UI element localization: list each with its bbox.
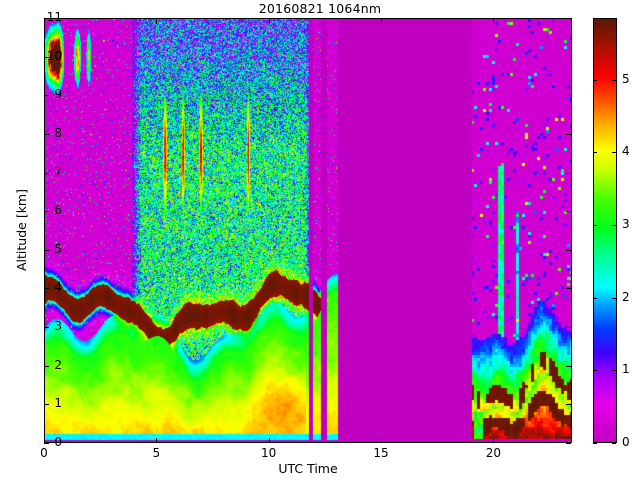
- x-tick-mark: [493, 438, 495, 443]
- y-tick-mark: [44, 249, 49, 251]
- colorbar-tick-label: 1: [622, 362, 630, 377]
- y-tick-mark: [44, 18, 49, 19]
- colorbar-tick-mark-right: [612, 370, 616, 372]
- colorbar-gradient: [594, 19, 616, 442]
- heatmap-plot-area: [44, 18, 572, 443]
- y-tick-mark-right: [566, 18, 571, 19]
- y-tick-mark: [44, 133, 49, 135]
- y-tick-mark: [44, 288, 49, 290]
- y-tick-mark: [44, 95, 49, 97]
- colorbar-tick-mark: [593, 152, 597, 154]
- y-tick-mark-right: [566, 56, 571, 58]
- colorbar-tick-mark: [593, 443, 597, 444]
- y-tick-mark-right: [566, 365, 571, 367]
- x-tick-mark: [156, 438, 158, 443]
- y-tick-label: 6: [54, 203, 62, 218]
- colorbar-tick-mark: [593, 370, 597, 372]
- y-tick-mark: [44, 172, 49, 174]
- y-tick-mark-right: [566, 172, 571, 174]
- x-tick-mark-top: [381, 19, 383, 24]
- x-axis-label: UTC Time: [278, 461, 338, 476]
- colorbar-tick-mark-right: [612, 225, 616, 227]
- y-axis-label: Altitude [km]: [14, 188, 29, 271]
- colorbar-tick-label: 4: [622, 144, 630, 159]
- colorbar-tick-mark: [593, 225, 597, 227]
- x-tick-mark: [381, 438, 383, 443]
- y-tick-label: 9: [54, 87, 62, 102]
- lidar-backscatter-heatmap: [45, 19, 571, 442]
- y-tick-mark-right: [566, 404, 571, 406]
- colorbar-tick-label: 3: [622, 217, 630, 232]
- colorbar-tick-label: 0: [622, 435, 630, 449]
- colorbar-tick-mark-right: [612, 297, 616, 299]
- x-tick-mark-top: [268, 19, 270, 24]
- y-tick-mark: [44, 211, 49, 213]
- colorbar-tick-label: 5: [622, 71, 630, 86]
- colorbar-tick-label: 2: [622, 289, 630, 304]
- x-tick-label: 15: [373, 446, 389, 460]
- x-tick-mark-top: [156, 19, 158, 24]
- x-tick-label: 10: [261, 446, 277, 460]
- y-tick-mark-right: [566, 249, 571, 251]
- y-tick-label: 7: [54, 164, 62, 179]
- x-tick-mark: [44, 438, 45, 443]
- colorbar-tick-mark-right: [612, 79, 616, 81]
- y-tick-mark-right: [566, 327, 571, 329]
- x-tick-label: 20: [485, 446, 501, 460]
- y-tick-label: 10: [46, 48, 62, 63]
- y-tick-label: 4: [54, 280, 62, 295]
- colorbar-tick-mark-right: [612, 152, 616, 154]
- x-tick-label: 0: [40, 446, 48, 460]
- y-tick-label: 2: [54, 357, 62, 372]
- y-tick-mark: [44, 404, 49, 406]
- chart-title: 20160821 1064nm: [258, 1, 382, 16]
- x-tick-mark-top: [493, 19, 495, 24]
- y-tick-mark-right: [566, 95, 571, 97]
- y-tick-label: 11: [46, 10, 62, 24]
- colorbar-tick-mark: [593, 297, 597, 299]
- y-tick-mark-right: [566, 133, 571, 135]
- colorbar: [593, 18, 617, 443]
- y-tick-label: 8: [54, 125, 62, 140]
- x-tick-label: 5: [152, 446, 161, 460]
- y-tick-mark: [44, 56, 49, 58]
- y-tick-mark-right: [566, 443, 571, 444]
- y-tick-mark-right: [566, 288, 571, 290]
- x-tick-mark: [268, 438, 270, 443]
- colorbar-tick-mark-right: [612, 443, 616, 444]
- y-tick-mark: [44, 443, 49, 444]
- y-tick-mark: [44, 327, 49, 329]
- colorbar-tick-mark: [593, 79, 597, 81]
- y-tick-label: 5: [54, 241, 62, 256]
- y-tick-label: 1: [54, 396, 62, 411]
- x-tick-mark-top: [44, 19, 45, 24]
- y-tick-mark: [44, 365, 49, 367]
- y-tick-label: 0: [54, 435, 62, 449]
- y-tick-mark-right: [566, 211, 571, 213]
- y-tick-label: 3: [54, 319, 62, 334]
